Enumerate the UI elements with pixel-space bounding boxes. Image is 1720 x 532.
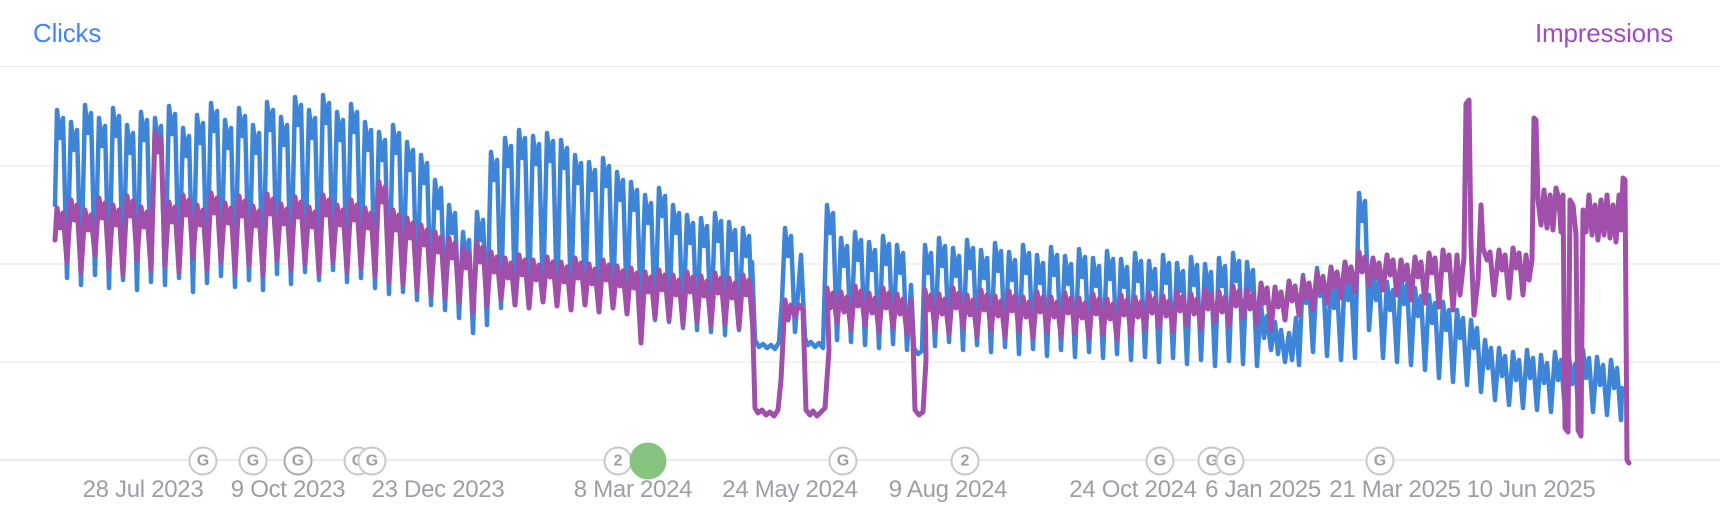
x-axis-date-label: 21 Mar 2025 bbox=[1329, 476, 1461, 503]
x-axis-date-label: 8 Mar 2024 bbox=[573, 476, 693, 503]
annotation-badge-g[interactable]: G bbox=[1215, 446, 1245, 476]
annotation-badge-g[interactable]: G bbox=[357, 446, 387, 476]
x-axis-date-label: 9 Oct 2023 bbox=[230, 476, 346, 503]
annotation-badge-2[interactable]: 2 bbox=[950, 446, 980, 476]
x-axis-date-label: 24 Oct 2024 bbox=[1069, 476, 1197, 503]
chart-header: Clicks Impressions bbox=[0, 0, 1720, 67]
x-axis-date-label: 10 Jun 2025 bbox=[1466, 476, 1596, 503]
x-axis-date-label: 9 Aug 2024 bbox=[888, 476, 1008, 503]
x-axis-date-label: 23 Dec 2023 bbox=[371, 476, 505, 503]
annotation-badge-g[interactable]: G bbox=[238, 446, 268, 476]
impressions-series-toggle[interactable]: Impressions bbox=[1535, 18, 1673, 48]
annotation-badge-g[interactable]: G bbox=[1365, 446, 1395, 476]
annotation-badge-2[interactable]: 2 bbox=[603, 446, 633, 476]
annotation-badge-g[interactable]: G bbox=[828, 446, 858, 476]
annotation-badge-g[interactable]: G bbox=[283, 446, 313, 476]
clicks-line[interactable] bbox=[52, 92, 1625, 423]
green-annotation-marker[interactable] bbox=[629, 442, 667, 480]
x-axis-date-label: 28 Jul 2023 bbox=[82, 476, 204, 503]
x-axis-date-label: 24 May 2024 bbox=[722, 476, 858, 503]
annotation-badge-g[interactable]: G bbox=[188, 446, 218, 476]
clicks-series-toggle[interactable]: Clicks bbox=[33, 18, 102, 48]
x-axis-date-label: 6 Jan 2025 bbox=[1205, 476, 1321, 503]
impressions-line[interactable] bbox=[52, 97, 1632, 466]
annotation-badge-g[interactable]: G bbox=[1145, 446, 1175, 476]
